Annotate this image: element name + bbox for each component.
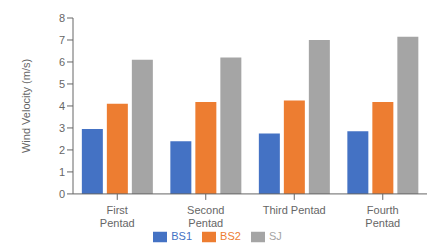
svg-text:1: 1 xyxy=(59,166,65,178)
svg-text:4: 4 xyxy=(59,100,65,112)
svg-text:FourthPentad: FourthPentad xyxy=(365,204,400,229)
svg-text:Third Pentad: Third Pentad xyxy=(263,204,326,216)
html-text:BS1: BS1 xyxy=(171,229,193,242)
svg-text:7: 7 xyxy=(59,34,65,46)
svg-text:8: 8 xyxy=(59,12,65,24)
svg-text:SecondPentad: SecondPentad xyxy=(187,204,224,229)
svg-text:6: 6 xyxy=(59,56,65,68)
html-text:SJ: SJ xyxy=(268,229,282,242)
svg-text:0: 0 xyxy=(59,188,65,200)
svg-text:Wind Velocity (m/s): Wind Velocity (m/s) xyxy=(20,59,32,153)
svg-text:FirstPentad: FirstPentad xyxy=(100,204,135,229)
svg-text:5: 5 xyxy=(59,78,65,90)
html-text:BS2: BS2 xyxy=(220,229,241,242)
svg-text:2: 2 xyxy=(59,144,65,156)
svg-text:3: 3 xyxy=(59,122,65,134)
